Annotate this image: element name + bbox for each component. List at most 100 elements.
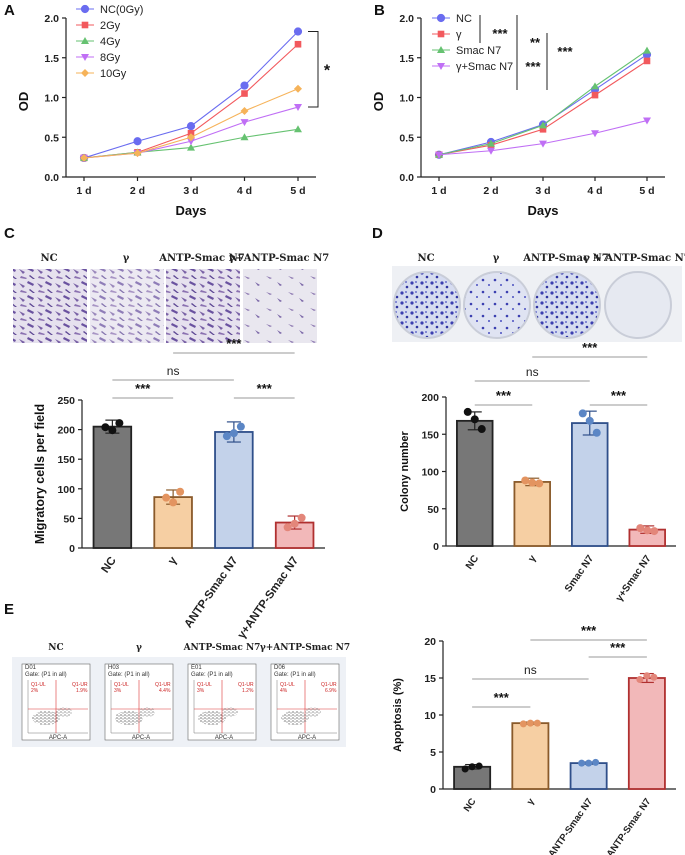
flow-x-label-3: APC-A bbox=[298, 735, 316, 741]
chart-d-category-label-0: NC bbox=[464, 553, 481, 571]
flow-title-3: γ+ANTP-Smac N7 bbox=[260, 643, 350, 653]
chart-b-y-axis-label: OD bbox=[371, 92, 386, 112]
chart-e-datapoint-1-0 bbox=[519, 720, 527, 728]
panel-label-c: C bbox=[4, 225, 15, 242]
chart-d-datapoint-2-0 bbox=[578, 409, 587, 418]
chart-b-legend-label: NC bbox=[456, 13, 472, 25]
chart-d-datapoint-2-2 bbox=[592, 428, 601, 437]
flow-q1-pct-3: 4% bbox=[280, 688, 288, 694]
chart-b-x-axis-label: Days bbox=[527, 203, 558, 218]
flow-title-0: NC bbox=[48, 643, 63, 653]
chart-a-y-tick-label: 2.0 bbox=[44, 13, 59, 25]
chart-a-point-s1-4 bbox=[294, 40, 302, 48]
chart-e-category-label-2: ΔANTP-Smac N7 bbox=[542, 796, 595, 855]
chart-b-legend-marker bbox=[437, 30, 445, 38]
chart-e-bar-apoptosis: 0 5 10 15 20 Apoptosis (%) NC γ ΔANTP-Smac N7 γ+Δ… bbox=[392, 623, 676, 855]
chart-d-datapoint-1-0 bbox=[521, 476, 530, 485]
chart-e-datapoint-3-2 bbox=[650, 673, 658, 681]
flow-cluster-3 bbox=[281, 711, 309, 725]
chart-b-x-tick-label: 5 d bbox=[639, 185, 654, 197]
chart-e-category-label-1: γ bbox=[525, 796, 537, 807]
chart-b-legend-marker bbox=[437, 63, 445, 70]
flow-q1-0: Q1-UL bbox=[31, 682, 46, 688]
flow-q2-pct-0: 1.9% bbox=[76, 688, 88, 694]
chart-b-sig-label-1: *** bbox=[492, 26, 508, 41]
chart-b-point-s2-3 bbox=[591, 82, 599, 90]
chart-b-y-tick-label: 1.0 bbox=[399, 93, 414, 105]
flow-q2-pct-1: 4.4% bbox=[159, 688, 171, 694]
chart-a-sig-bracket bbox=[308, 31, 319, 108]
chart-a-point-s2-3 bbox=[240, 133, 249, 141]
chart-a-legend-label: 10Gy bbox=[100, 68, 127, 80]
chart-e-y-tick-label: 0 bbox=[430, 784, 436, 796]
chart-a-legend-marker bbox=[81, 37, 89, 44]
chart-b-point-s1-2 bbox=[539, 126, 547, 133]
chart-b-point-s3-4 bbox=[643, 117, 651, 125]
chart-d-category-label-1: γ bbox=[527, 553, 539, 564]
chart-c-datapoint-0-2 bbox=[115, 419, 124, 428]
chart-a-point-s3-3 bbox=[240, 119, 249, 127]
chart-e-bar-3 bbox=[627, 677, 666, 790]
chart-e-datapoint-1-1 bbox=[526, 719, 534, 727]
chart-a-point-s1-3 bbox=[241, 90, 248, 97]
chart-e-comparison-label-2: *** bbox=[581, 623, 597, 638]
chart-b-x-tick-label: 2 d bbox=[483, 185, 498, 197]
chart-b-point-s2-4 bbox=[643, 46, 651, 54]
panel-label-d: D bbox=[372, 225, 383, 242]
chart-a-point-s4-2 bbox=[187, 133, 195, 142]
chart-a-x-axis-label: Days bbox=[175, 203, 206, 218]
colony-dish-smac bbox=[533, 271, 601, 339]
chart-e-bar-2 bbox=[569, 762, 608, 790]
flow-q2-pct-3: 6.9% bbox=[325, 688, 337, 694]
flow-id-1: H03 bbox=[108, 665, 120, 671]
chart-c-comparison-label-3: *** bbox=[257, 381, 273, 396]
chart-d-bar-0 bbox=[456, 419, 494, 547]
chart-b-sig-label-3: *** bbox=[557, 44, 573, 59]
flow-q1-pct-1: 3% bbox=[114, 688, 122, 694]
chart-d-comparison-label-3: *** bbox=[611, 388, 627, 403]
flow-q2-1: Q1-UR bbox=[155, 682, 171, 688]
chart-d-datapoint-3-2 bbox=[650, 527, 659, 536]
chart-a-point-s0-2 bbox=[186, 122, 196, 131]
chart-a-line-od: 0.0 0.5 1.0 1.5 2.0 1 d 2 d 3 d 4 d 5 d Days OD NC(0… bbox=[16, 4, 331, 218]
chart-b-sig-label-4: *** bbox=[525, 59, 541, 74]
chart-e-datapoint-1-2 bbox=[533, 719, 541, 727]
chart-a-point-s3-4 bbox=[294, 104, 302, 112]
colony-dish-nc bbox=[393, 271, 461, 339]
flow-cluster-1 bbox=[115, 711, 143, 725]
colony-dish-gsmac bbox=[604, 271, 672, 339]
flow-cluster-tail-1 bbox=[139, 707, 155, 717]
chart-d-datapoint-1-1 bbox=[528, 478, 537, 487]
chart-c-datapoint-1-1 bbox=[169, 498, 178, 507]
chart-e-datapoint-0-1 bbox=[468, 763, 476, 771]
flow-gate-0: Gate: (P1 in all) bbox=[25, 672, 67, 678]
colony-image-label-smac: ANTP-Smac N7 bbox=[522, 253, 608, 264]
chart-c-datapoint-0-0 bbox=[101, 423, 110, 432]
chart-e-datapoint-3-1 bbox=[643, 672, 651, 680]
chart-e-category-label-0: NC bbox=[462, 796, 479, 814]
chart-c-datapoint-1-2 bbox=[176, 487, 185, 496]
chart-b-x-tick-label: 3 d bbox=[535, 185, 550, 197]
chart-e-y-tick-label: 15 bbox=[424, 673, 436, 685]
flow-title-2: ANTP-Smac N7 bbox=[183, 643, 261, 653]
chart-d-y-tick-label: 200 bbox=[421, 392, 439, 404]
chart-a-x-tick-label: 1 d bbox=[76, 185, 91, 197]
chart-b-y-tick-label: 2.0 bbox=[399, 13, 414, 25]
flow-q1-pct-0: 2% bbox=[31, 688, 39, 694]
chart-b-point-s2-2 bbox=[539, 121, 547, 129]
chart-a-sig-label: * bbox=[324, 62, 331, 79]
chart-a-y-tick-label: 0.5 bbox=[44, 132, 59, 144]
chart-d-bar-2 bbox=[571, 422, 609, 547]
chart-c-bar-0 bbox=[92, 425, 133, 549]
chart-e-datapoint-0-2 bbox=[475, 762, 483, 770]
chart-c-comparison-label-0: *** bbox=[135, 381, 151, 396]
chart-a-y-axis-label: OD bbox=[16, 92, 31, 112]
chart-a-point-s0-3 bbox=[240, 81, 249, 90]
flow-q1-3: Q1-UL bbox=[280, 682, 295, 688]
chart-c-comparison-label-2: *** bbox=[226, 336, 242, 351]
flow-q2-3: Q1-UR bbox=[321, 682, 337, 688]
panel-label-b: B bbox=[374, 2, 385, 19]
chart-b-y-tick-label: 0.5 bbox=[399, 132, 414, 144]
chart-d-y-axis-label: Colony number bbox=[399, 430, 411, 511]
